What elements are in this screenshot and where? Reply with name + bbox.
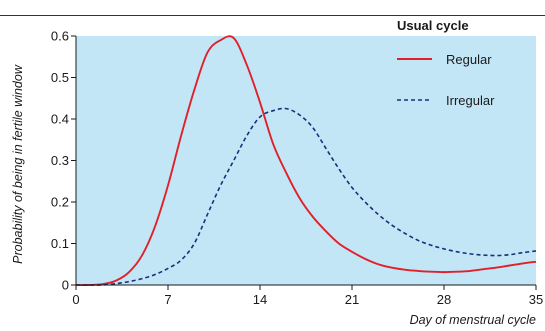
series-line-regular — [75, 35, 537, 287]
series-lines — [75, 35, 537, 287]
y-tick-label: 0.6 — [51, 29, 69, 44]
y-tick-label: 0.4 — [51, 112, 69, 127]
y-axis-title: Probability of being in fertile window — [11, 64, 25, 264]
legend-label-irregular: Irregular — [446, 93, 495, 108]
y-tick-label: 0.1 — [51, 236, 69, 251]
x-axis-ticks: 0 7 14 21 28 35 — [72, 285, 543, 307]
y-tick-label: 0.5 — [51, 70, 69, 85]
y-axis-ticks: 0 0.1 0.2 0.3 0.4 0.5 0.6 — [51, 29, 76, 293]
x-tick-label: 14 — [253, 292, 267, 307]
series-line-irregular — [76, 107, 537, 286]
x-axis-title: Day of menstrual cycle — [410, 313, 536, 327]
legend: Usual cycle Regular Irregular — [397, 18, 495, 108]
x-tick-label: 21 — [345, 292, 359, 307]
x-tick-label: 7 — [164, 292, 171, 307]
y-tick-label: 0 — [62, 278, 69, 293]
y-tick-label: 0.2 — [51, 195, 69, 210]
legend-label-regular: Regular — [446, 52, 492, 67]
plot-background — [76, 36, 536, 285]
legend-title: Usual cycle — [397, 18, 469, 33]
x-tick-label: 35 — [529, 292, 543, 307]
y-tick-label: 0.3 — [51, 153, 69, 168]
x-tick-label: 28 — [437, 292, 451, 307]
x-tick-label: 0 — [72, 292, 79, 307]
